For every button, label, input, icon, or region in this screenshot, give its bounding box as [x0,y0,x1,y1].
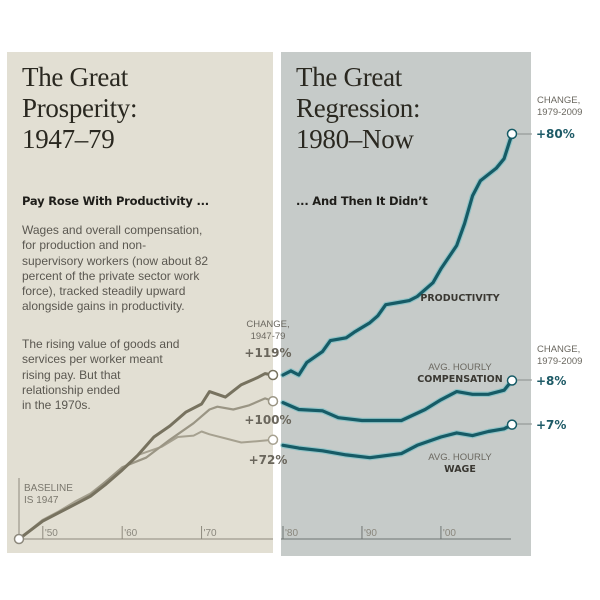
productivity-label: PRODUCTIVITY [420,293,499,304]
compensation-marker-2009 [506,375,518,386]
x-tick-label: '50 [45,528,58,539]
compensation-line-1947-79 [17,397,275,541]
wage-change-1979-2009: +7% [536,418,566,432]
compensation-marker-1979 [267,395,279,407]
compensation-label-bottom: COMPENSATION [417,374,502,385]
compensation-change-1979-2009: +8% [536,374,566,388]
paragraph-line: rising pay. But that [22,367,121,382]
x-tick-label: '60 [124,528,137,539]
x-tick-label: '70 [204,528,217,539]
regression-lines [280,131,515,461]
productivity-change-1979-2009: +80% [536,127,575,141]
paragraph-line: in the 1970s. [22,398,91,413]
x-ticks: '50 '60 '70 '80 '90 '00 [42,526,456,539]
change-label-1947-79: 1947-79 [251,331,286,342]
productivity-line-halo [280,131,515,378]
endpoint-markers [13,128,518,545]
prosperity-paragraph-2: The rising value of goods and services p… [22,337,179,413]
wage-marker-2009 [506,419,518,430]
baseline-marker-circle [13,533,25,545]
prosperity-lines [17,372,275,541]
productivity-marker-1979 [267,369,279,381]
prosperity-title-line: Prosperity: [22,93,138,123]
regression-title-line: 1980–Now [296,124,414,154]
compensation-change-1947-79: +100% [244,413,291,427]
wage-change-1947-79: +72% [249,453,288,467]
change-label-1979-2009: 1979-2009 [537,356,582,367]
paragraph-line: supervisory workers (now about 82 [22,253,209,268]
prosperity-title: The Great Prosperity: 1947–79 [22,62,138,155]
prosperity-title-line: The Great [22,62,128,92]
paragraph-line: force), tracked steadily upward [22,284,186,299]
regression-title-line: The Great [296,62,402,92]
compensation-line-1979-2009 [281,378,514,423]
change-label-1979-2009: 1979-2009 [537,107,582,118]
wage-label-top: AVG. HOURLY [428,452,492,463]
paragraph-line: Wages and overall compensation, [22,223,203,237]
x-tick-label: '80 [285,528,298,539]
compensation-line-halo [280,377,515,424]
paragraph-line: alongside gains in productivity. [22,299,185,314]
wage-marker-1979 [267,434,279,446]
productivity-marker-2009 [506,128,518,140]
regression-title: The Great Regression: 1980–Now [296,62,420,155]
prosperity-subtitle: Pay Rose With Productivity ... [22,194,209,208]
x-tick-label: '00 [443,528,456,539]
change-label-1947-79: CHANGE, [246,319,289,330]
baseline-label-line: IS 1947 [24,495,59,506]
paragraph-line: percent of the private sector work [22,268,200,283]
regression-title-line: Regression: [296,93,421,123]
paragraph-line: for production and non- [22,238,147,253]
wage-line-1979-2009 [281,423,514,460]
prosperity-panel [7,52,273,553]
change-label-1979-2009: CHANGE, [537,95,580,106]
prosperity-title-line: 1947–79 [22,124,115,154]
x-tick-label: '90 [364,528,377,539]
paragraph-line: services per worker meant [22,352,163,367]
paragraph-line: The rising value of goods and [22,337,180,351]
prosperity-paragraph-1: Wages and overall compensation, for prod… [22,223,208,315]
productivity-line-1947-79 [17,372,275,541]
baseline-label-line: BASELINE [24,483,73,494]
change-label-1979-2009: CHANGE, [537,344,580,355]
regression-subtitle: ... And Then It Didn’t [296,194,428,208]
paragraph-line: relationship ended [22,382,121,397]
wage-label-bottom: WAGE [444,464,476,475]
productivity-change-1947-79: +119% [244,346,291,360]
regression-panel [281,52,531,556]
productivity-line-1979-2009 [281,132,514,377]
compensation-label-top: AVG. HOURLY [428,362,492,373]
